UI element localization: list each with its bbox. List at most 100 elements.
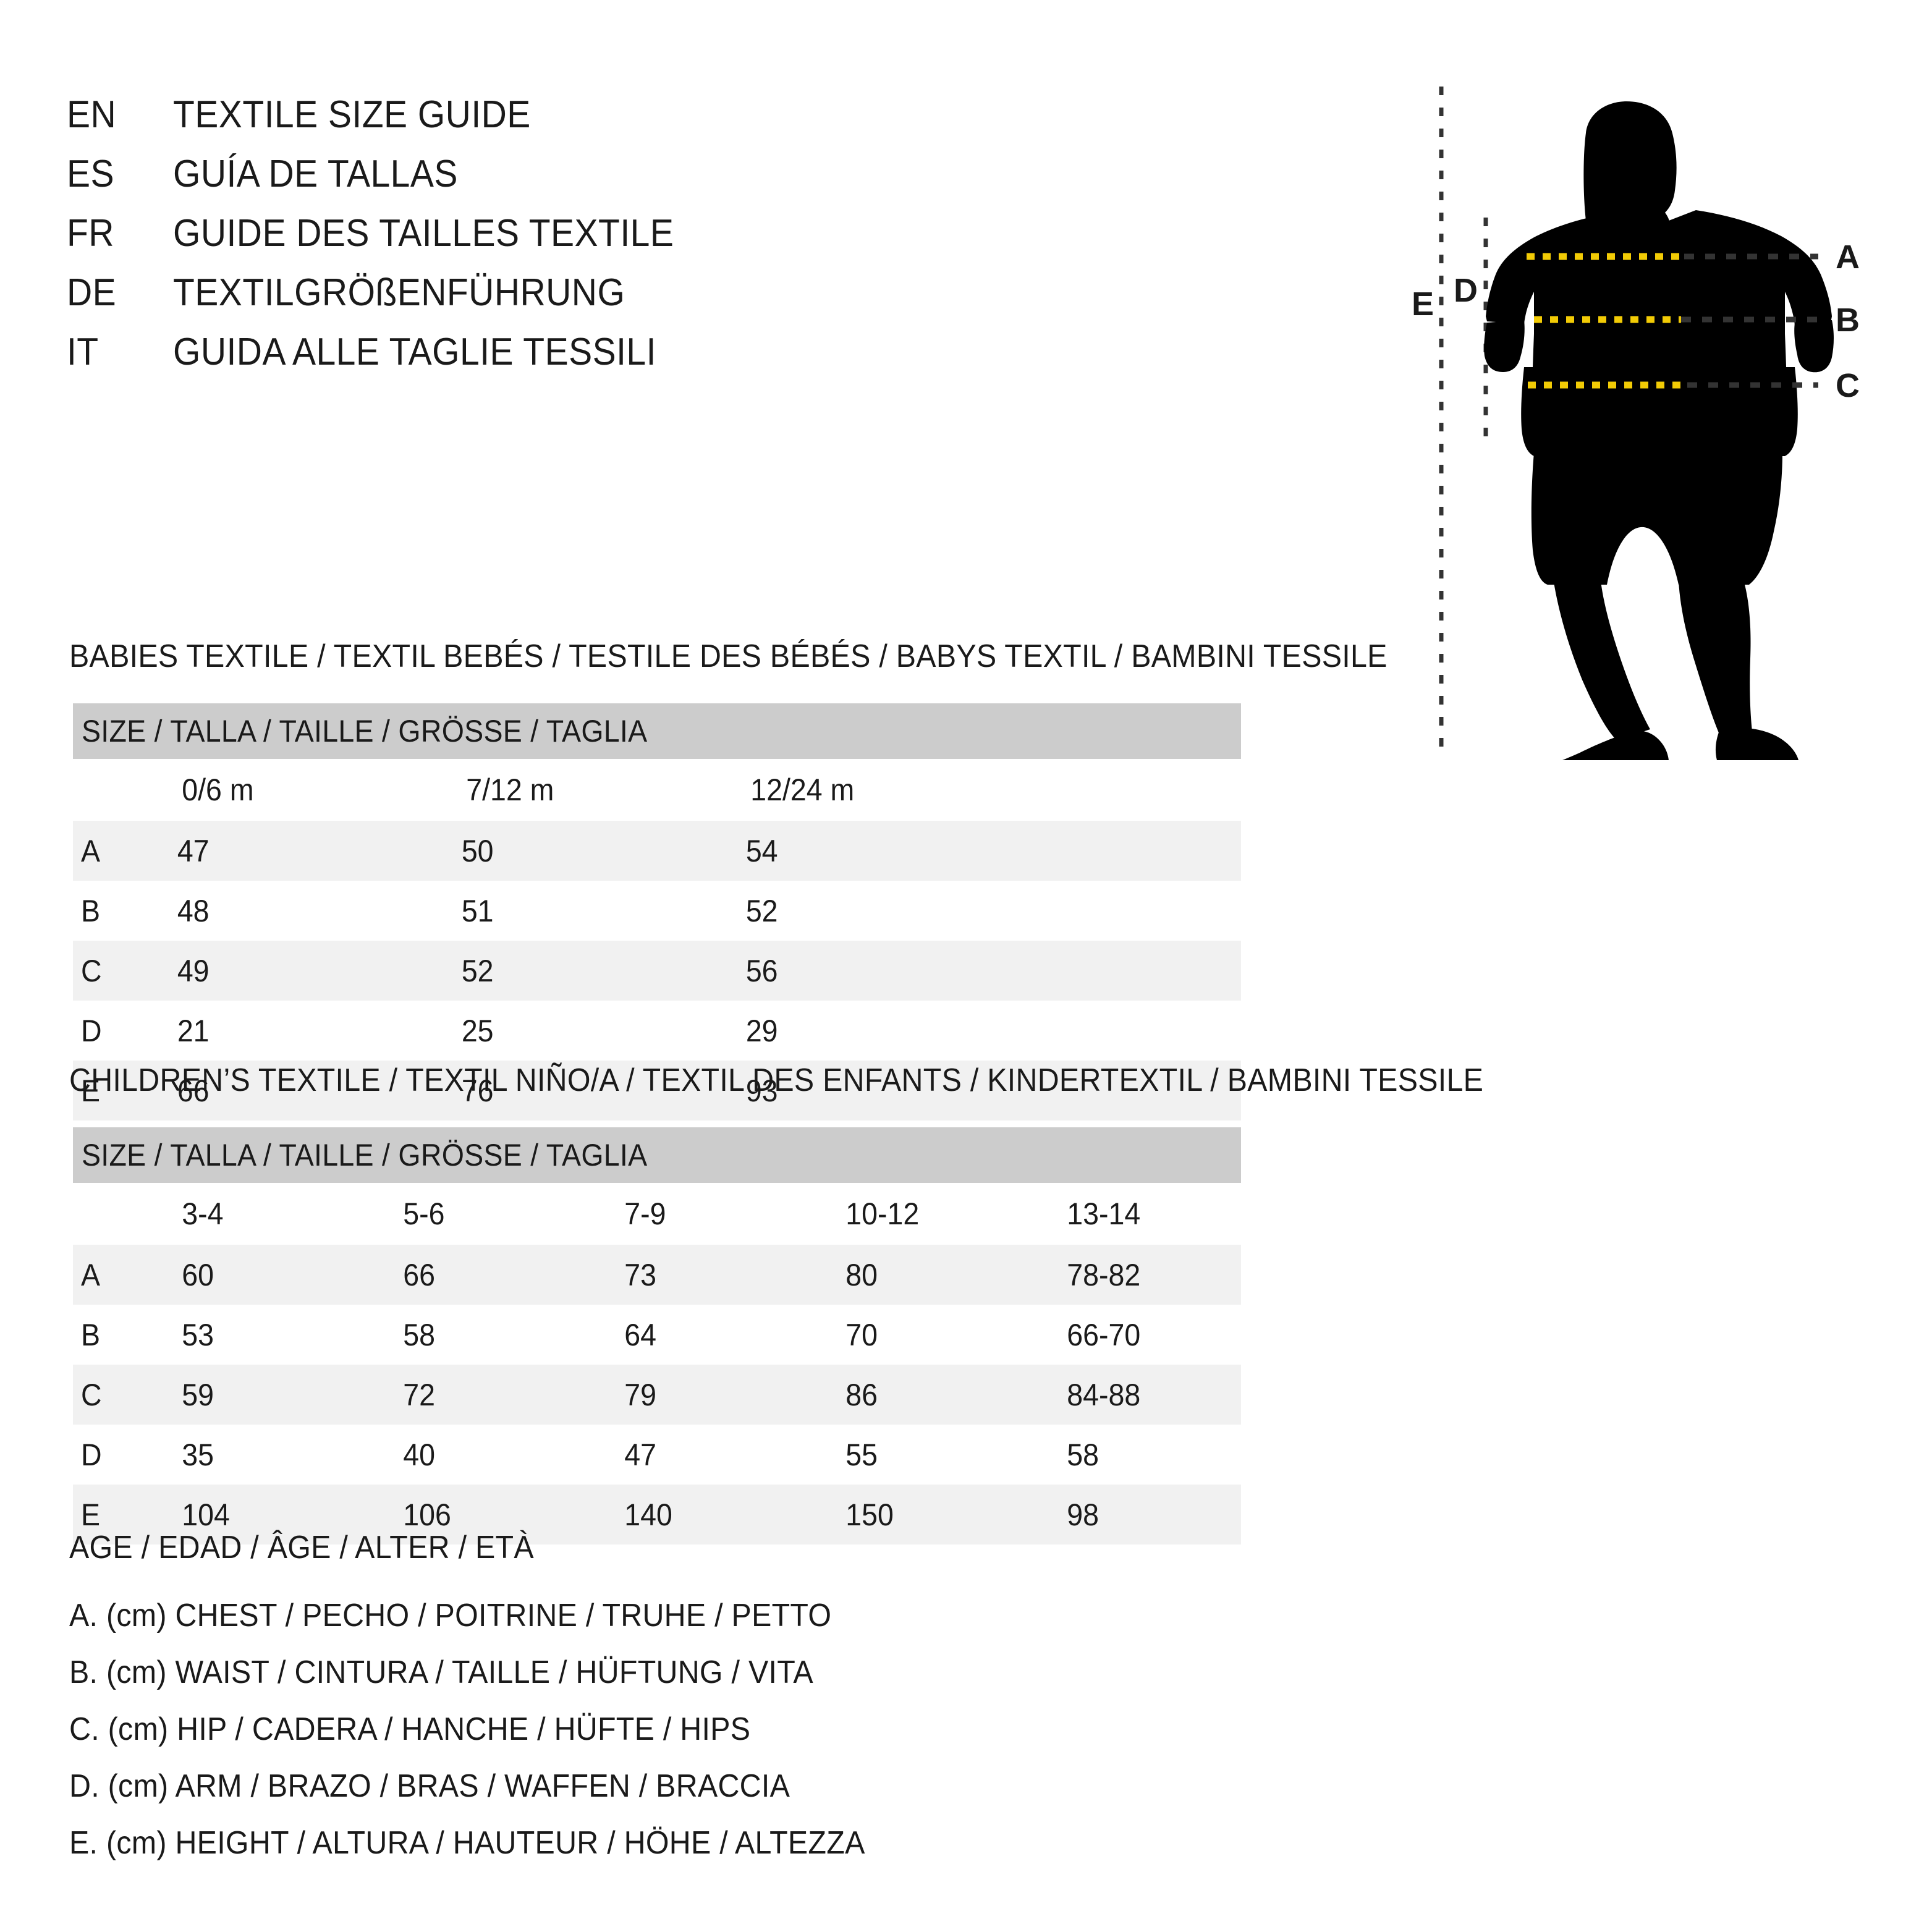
babies-row-label-a: A xyxy=(81,833,101,868)
language-row-es: ES GUÍA DE TALLAS xyxy=(67,152,1117,211)
measurement-figure: A B C D E xyxy=(1403,74,1916,760)
children-row-b: B 53 58 64 70 66-70 xyxy=(73,1305,1241,1365)
children-section-title: CHILDREN’S TEXTILE / TEXTIL NIÑO/A / TEX… xyxy=(69,1062,1484,1098)
children-cell-a-2: 73 xyxy=(624,1257,656,1292)
children-cell-b-2: 64 xyxy=(624,1317,656,1352)
legend-item-d: D. (cm) ARM / BRAZO / BRAS / WAFFEN / BR… xyxy=(69,1768,790,1804)
language-code-de: DE xyxy=(67,271,117,314)
babies-column-header-2: 12/24 m xyxy=(750,773,855,807)
babies-band-label: SIZE / TALLA / TAILLE / GRÖSSE / TAGLIA xyxy=(82,714,648,748)
babies-cell-b-2: 52 xyxy=(745,893,778,928)
children-row-c: C 59 72 79 86 84-88 xyxy=(73,1365,1241,1425)
babies-row-label-e: E xyxy=(81,1073,101,1108)
children-cell-c-1: 72 xyxy=(403,1377,435,1412)
children-row-label-b: B xyxy=(81,1317,101,1352)
babies-row-label-b: B xyxy=(81,893,101,928)
children-cell-a-3: 80 xyxy=(845,1257,878,1292)
figure-label-a: A xyxy=(1836,239,1860,276)
legend-item-a: A. (cm) CHEST / PECHO / POITRINE / TRUHE… xyxy=(69,1598,832,1633)
legend-item-b: B. (cm) WAIST / CINTURA / TAILLE / HÜFTU… xyxy=(69,1654,813,1690)
children-column-header-1: 5-6 xyxy=(403,1197,445,1231)
language-row-en: EN TEXTILE SIZE GUIDE xyxy=(67,93,1117,152)
children-cell-a-4: 78-82 xyxy=(1067,1257,1141,1292)
babies-cell-e-2: 93 xyxy=(745,1073,778,1108)
babies-cell-b-1: 51 xyxy=(461,893,494,928)
babies-cell-e-1: 76 xyxy=(461,1073,494,1108)
children-row-label-e: E xyxy=(81,1497,101,1532)
children-cell-e-0: 104 xyxy=(182,1497,230,1532)
figure-label-d: D xyxy=(1454,272,1478,309)
babies-cell-d-1: 25 xyxy=(461,1013,494,1048)
children-column-header-4: 13-14 xyxy=(1067,1197,1141,1231)
children-band-label: SIZE / TALLA / TAILLE / GRÖSSE / TAGLIA xyxy=(82,1138,648,1172)
babies-row-d: D 21 25 29 xyxy=(73,1001,1241,1061)
children-cell-d-2: 47 xyxy=(624,1437,656,1472)
babies-cell-d-0: 21 xyxy=(177,1013,210,1048)
babies-row-e: E 66 76 93 xyxy=(73,1061,1241,1121)
babies-cell-c-2: 56 xyxy=(745,953,778,988)
children-cell-e-1: 106 xyxy=(403,1497,451,1532)
language-row-it: IT GUIDA ALLE TAGLIE TESSILI xyxy=(67,330,1117,389)
babies-row-b: B 48 51 52 xyxy=(73,881,1241,941)
children-column-header-2: 7-9 xyxy=(624,1197,666,1231)
language-code-en: EN xyxy=(67,93,117,136)
language-row-de: DE TEXTILGRÖßENFÜHRUNG xyxy=(67,271,1117,330)
babies-cell-c-1: 52 xyxy=(461,953,494,988)
child-silhouette-shape xyxy=(1484,101,1834,760)
figure-label-c: C xyxy=(1836,367,1860,404)
children-cell-c-4: 84-88 xyxy=(1067,1377,1141,1412)
children-cell-e-3: 150 xyxy=(845,1497,894,1532)
legend-item-c: C. (cm) HIP / CADERA / HANCHE / HÜFTE / … xyxy=(69,1711,751,1747)
children-row-label-a: A xyxy=(81,1257,101,1292)
children-cell-b-0: 53 xyxy=(182,1317,214,1352)
children-cell-b-3: 70 xyxy=(845,1317,878,1352)
babies-column-header-row: 0/6 m 7/12 m 12/24 m xyxy=(73,759,1241,821)
figure-label-e: E xyxy=(1412,286,1434,323)
babies-cell-a-0: 47 xyxy=(177,833,210,868)
children-cell-d-1: 40 xyxy=(403,1437,435,1472)
babies-column-header-0: 0/6 m xyxy=(182,773,254,807)
language-title-block: EN TEXTILE SIZE GUIDE ES GUÍA DE TALLAS … xyxy=(67,93,1117,389)
legend-item-e: E. (cm) HEIGHT / ALTURA / HAUTEUR / HÖHE… xyxy=(69,1825,865,1861)
children-cell-d-3: 55 xyxy=(845,1437,878,1472)
language-code-fr: FR xyxy=(67,212,114,255)
children-cell-b-1: 58 xyxy=(403,1317,435,1352)
children-cell-a-1: 66 xyxy=(403,1257,435,1292)
babies-column-header-1: 7/12 m xyxy=(466,773,554,807)
children-table-band: SIZE / TALLA / TAILLE / GRÖSSE / TAGLIA xyxy=(73,1127,1241,1183)
babies-row-label-d: D xyxy=(81,1013,102,1048)
babies-section-title: BABIES TEXTILE / TEXTIL BEBÉS / TESTILE … xyxy=(69,638,1388,674)
babies-cell-a-2: 54 xyxy=(745,833,778,868)
legend-age-line: AGE / EDAD / ÂGE / ALTER / ETÀ xyxy=(69,1530,534,1566)
children-cell-c-3: 86 xyxy=(845,1377,878,1412)
language-title-it: GUIDA ALLE TAGLIE TESSILI xyxy=(173,331,656,373)
children-cell-e-2: 140 xyxy=(624,1497,672,1532)
children-cell-c-2: 79 xyxy=(624,1377,656,1412)
babies-row-a: A 47 50 54 xyxy=(73,821,1241,881)
language-row-fr: FR GUIDE DES TAILLES TEXTILE xyxy=(67,211,1117,271)
children-cell-b-4: 66-70 xyxy=(1067,1317,1141,1352)
children-cell-d-4: 58 xyxy=(1067,1437,1099,1472)
babies-cell-b-0: 48 xyxy=(177,893,210,928)
babies-cell-e-0: 66 xyxy=(177,1073,210,1108)
language-code-it: IT xyxy=(67,331,99,373)
children-row-d: D 35 40 47 55 58 xyxy=(73,1425,1241,1485)
language-code-es: ES xyxy=(67,153,115,195)
babies-row-c: C 49 52 56 xyxy=(73,941,1241,1001)
children-row-e: E 104 106 140 150 98 xyxy=(73,1485,1241,1544)
language-title-de: TEXTILGRÖßENFÜHRUNG xyxy=(173,271,625,314)
children-cell-e-4: 98 xyxy=(1067,1497,1099,1532)
figure-label-b: B xyxy=(1836,302,1860,339)
measurement-legend: AGE / EDAD / ÂGE / ALTER / ETÀ A. (cm) C… xyxy=(69,1519,1182,1871)
language-title-es: GUÍA DE TALLAS xyxy=(173,153,458,195)
children-row-a: A 60 66 73 80 78-82 xyxy=(73,1245,1241,1305)
children-column-header-0: 3-4 xyxy=(182,1197,224,1231)
children-column-header-3: 10-12 xyxy=(845,1197,920,1231)
babies-row-label-c: C xyxy=(81,953,102,988)
babies-size-table: SIZE / TALLA / TAILLE / GRÖSSE / TAGLIA … xyxy=(73,703,1241,1121)
children-size-table: SIZE / TALLA / TAILLE / GRÖSSE / TAGLIA … xyxy=(73,1127,1241,1544)
children-cell-d-0: 35 xyxy=(182,1437,214,1472)
children-cell-a-0: 60 xyxy=(182,1257,214,1292)
babies-cell-d-2: 29 xyxy=(745,1013,778,1048)
